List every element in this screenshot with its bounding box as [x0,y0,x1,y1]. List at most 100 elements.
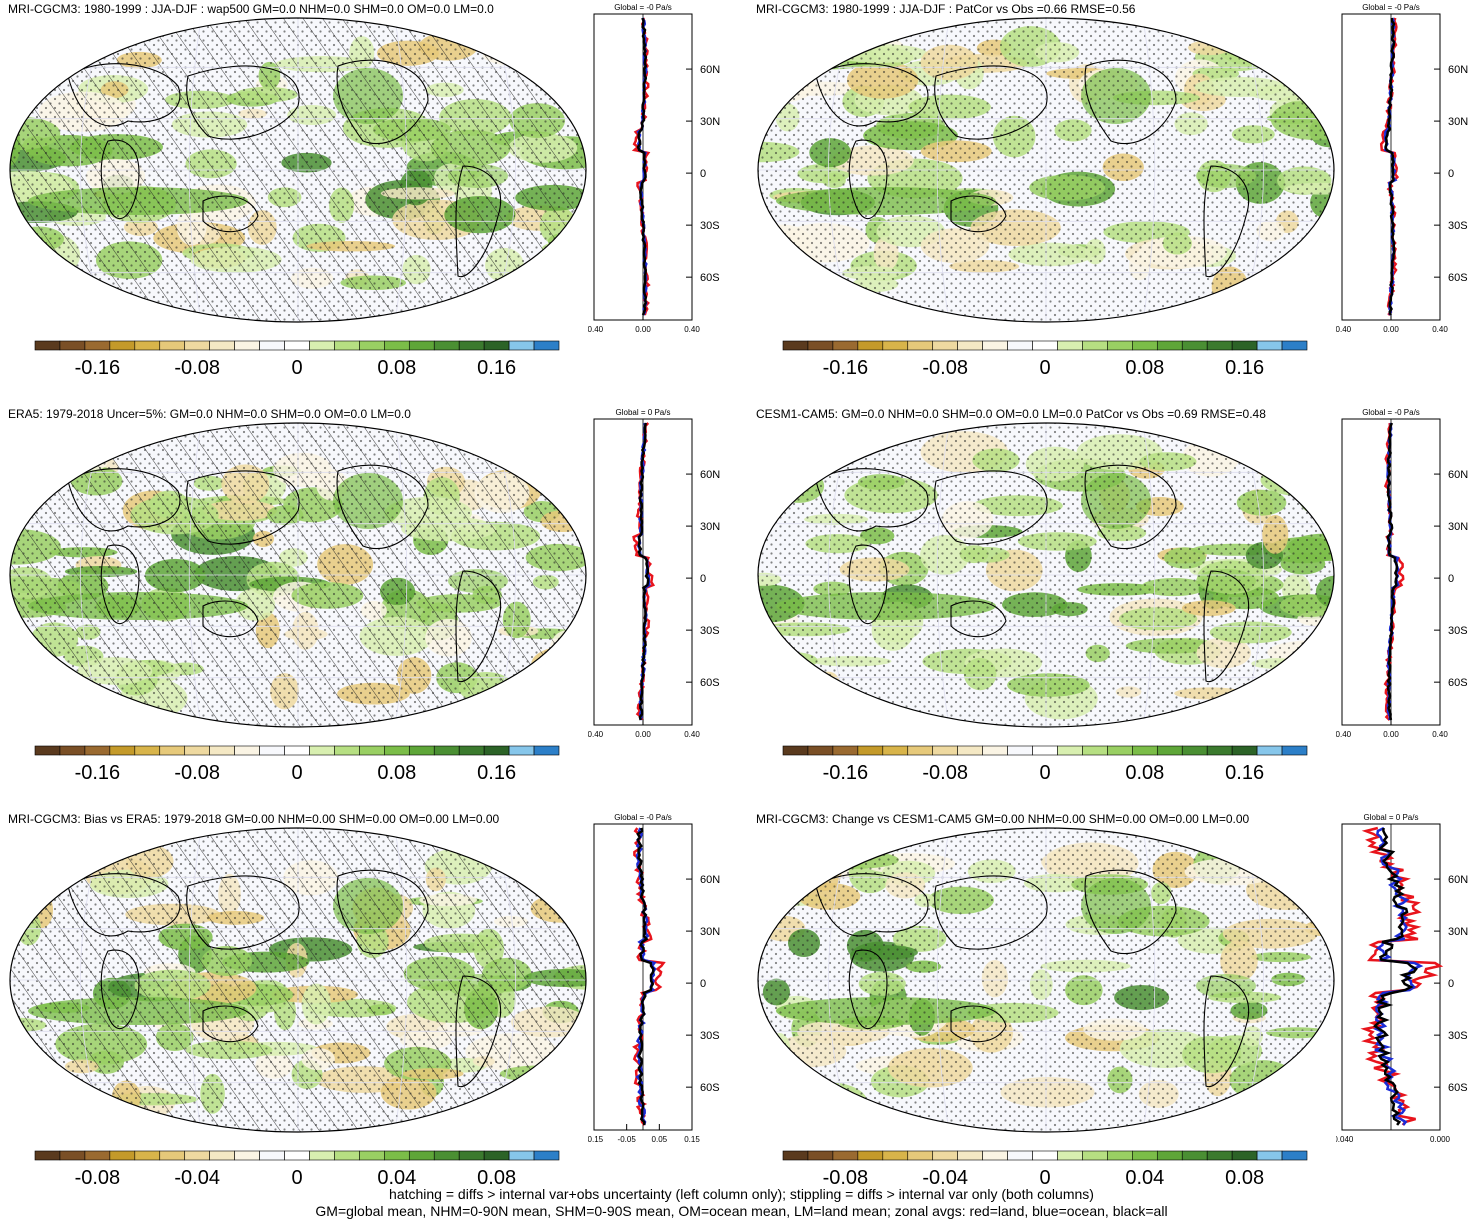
colorbar-swatch [1206,745,1233,756]
colorbar-swatch [309,1150,335,1161]
zonal-line-all [1384,17,1396,316]
colorbar-swatch [1132,1150,1158,1161]
lat-tick-label: 30S [1448,220,1468,232]
colorbar-swatch [832,340,859,351]
colorbar-label: 0.08 [377,762,416,784]
zonal-line-all [1373,827,1418,1126]
colorbar-swatch [832,745,859,756]
colorbar-swatch [209,1150,235,1161]
colorbar-swatch [1206,1150,1233,1161]
colorbar-label: 0.08 [377,357,416,379]
colorbar-swatch [882,745,909,756]
colorbar-swatch [1281,1150,1308,1161]
colorbar-swatch [982,340,1008,351]
colorbar-swatch [832,1150,859,1161]
colorbar-swatch [433,1150,460,1161]
colorbar-swatch [1231,340,1258,351]
colorbar-swatch [309,745,335,756]
colorbar-swatch [433,340,460,351]
colorbar-swatch [882,1150,909,1161]
colorbar-swatch [782,1150,809,1161]
zonal-line-all [636,827,655,1126]
colorbar-label: -0.08 [922,762,968,784]
colorbar-swatch [508,340,535,351]
colorbar-label: -0.08 [922,357,968,379]
x-tick-label: 0.15 [684,1135,700,1142]
colorbar-swatch [533,340,560,351]
colorbar-swatch [1107,340,1133,351]
colorbar-swatch [234,745,260,756]
x-tick-label: -0.040 [1336,1135,1354,1142]
colorbar-label: -0.08 [174,357,220,379]
panel-title: MRI-CGCM3: Change vs CESM1-CAM5 GM=0.00 … [756,812,1250,826]
colorbar-label: -0.16 [823,762,869,784]
colorbar-swatch [932,1150,958,1161]
colorbar-swatch [483,745,510,756]
x-tick-label: 0.000 [1430,1135,1451,1142]
colorbar-swatch [907,1150,934,1161]
colorbar-label: 0.04 [1125,1167,1164,1189]
colorbar-swatch [1007,1150,1033,1161]
colorbar-swatch [982,745,1008,756]
colorbar-swatch [408,340,435,351]
colorbar-swatch [1107,745,1133,756]
colorbar-swatch [134,745,161,756]
lat-tick-label: 60S [1448,272,1468,284]
colorbar-swatch [1007,745,1033,756]
colorbar-swatch [359,340,385,351]
lat-tick-label: 30N [700,521,720,533]
colorbar-label: 0 [1039,762,1050,784]
colorbar-swatch [84,745,111,756]
colorbar: -0.16 -0.08 0 0.08 0.16 [782,340,1308,379]
colorbar-swatch [359,745,385,756]
colorbar-swatch [1181,340,1208,351]
zonal-mean-plot: Global = -0 Pa/s 60N 30N 0 30S 60S -0.40 0.00 0.… [588,3,720,332]
panel-p4: CESM1-CAM5: GM=0.0 NHM=0.0 SHM=0.0 OM=0.… [748,407,1483,813]
colorbar-swatch [1156,1150,1183,1161]
map-robinson [757,422,1335,728]
lat-tick-label: 60S [700,272,720,284]
colorbar-swatch [1057,745,1083,756]
colorbar-label: 0 [291,1167,302,1189]
x-tick-label: -0.40 [588,730,604,737]
colorbar-label: -0.16 [823,357,869,379]
colorbar-swatch [34,745,61,756]
colorbar-swatch [309,340,335,351]
colorbar-swatch [384,1150,410,1161]
colorbar-swatch [1057,340,1083,351]
lat-tick-label: 30S [1448,1030,1468,1042]
zonal-line-all [1386,422,1399,721]
colorbar-label: 0.08 [1225,1167,1264,1189]
colorbar-swatch [807,745,834,756]
global-mean-label: Global = 0 Pa/s [616,408,671,417]
colorbar-swatch [1156,745,1183,756]
colorbar-swatch [109,340,136,351]
x-tick-label: 0.40 [1432,730,1448,737]
colorbar-swatch [932,340,958,351]
colorbar-swatch [1281,340,1308,351]
panel-title: ERA5: 1979-2018 Uncer=5%: GM=0.0 NHM=0.0… [8,407,411,421]
colorbar-swatch [1281,745,1308,756]
lat-tick-label: 30N [1448,926,1468,938]
colorbar-swatch [1256,340,1283,351]
lat-tick-label: 60N [1448,469,1468,481]
colorbar-label: 0.16 [477,762,516,784]
global-mean-label: Global = -0 Pa/s [614,3,672,12]
colorbar-swatch [807,340,834,351]
colorbar-swatch [1181,1150,1208,1161]
colorbar-label: -0.08 [75,1167,121,1189]
colorbar-label: 0.16 [477,357,516,379]
colorbar: -0.16 -0.08 0 0.08 0.16 [34,340,560,379]
colorbar-swatch [84,1150,111,1161]
colorbar-swatch [1256,745,1283,756]
colorbar-label: -0.16 [75,762,121,784]
panel-title: MRI-CGCM3: 1980-1999 : JJA-DJF : wap500 … [8,2,494,16]
colorbar-swatch [184,745,210,756]
lat-tick-label: 0 [700,168,706,180]
colorbar-label: 0.08 [477,1167,516,1189]
colorbar-swatch [184,340,210,351]
colorbar-label: 0.08 [1125,357,1164,379]
colorbar-swatch [59,340,86,351]
zonal-line-all [637,422,650,721]
panel-p3: ERA5: 1979-2018 Uncer=5%: GM=0.0 NHM=0.0… [0,407,741,813]
